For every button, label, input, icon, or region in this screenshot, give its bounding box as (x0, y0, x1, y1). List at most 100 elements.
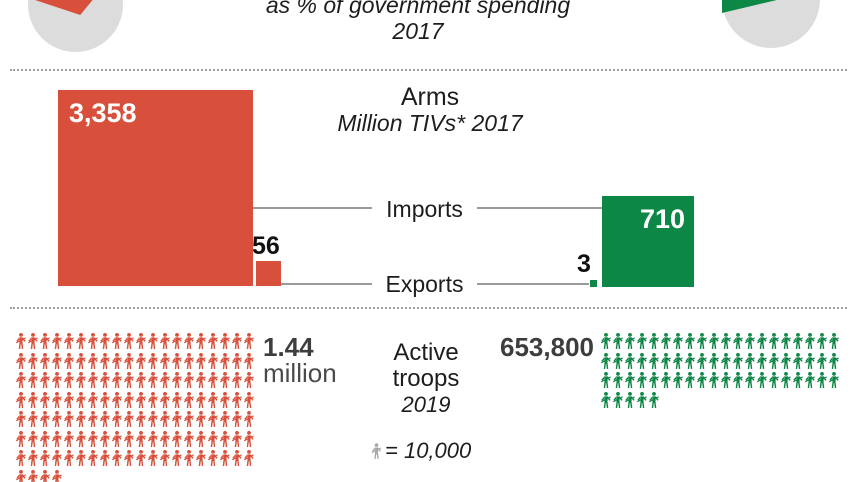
soldier-icon (243, 430, 255, 447)
soldier-icon (111, 430, 123, 447)
soldier-icon (684, 372, 696, 389)
soldier-icon (672, 352, 684, 369)
soldier-icon (183, 411, 195, 428)
soldier-icon (51, 411, 63, 428)
soldier-icon (39, 352, 51, 369)
soldier-icon (99, 430, 111, 447)
soldier-icon (792, 372, 804, 389)
soldier-icon (123, 372, 135, 389)
red-imports-square: 3,358 (58, 90, 253, 286)
soldier-icon (243, 372, 255, 389)
legend-soldier-icon (371, 442, 382, 459)
soldier-icon (147, 352, 159, 369)
soldier-icon (612, 391, 624, 408)
soldier-icon (612, 372, 624, 389)
soldier-icon (600, 333, 612, 350)
soldier-icon (75, 352, 87, 369)
soldier-icon (27, 411, 39, 428)
soldier-icon (111, 411, 123, 428)
soldier-icon (75, 430, 87, 447)
soldier-icon (243, 352, 255, 369)
soldier-icon (147, 333, 159, 350)
soldier-icon (63, 372, 75, 389)
soldier-icon (15, 469, 27, 482)
soldier-icon (219, 450, 231, 467)
soldier-icon (231, 333, 243, 350)
soldier-icon (15, 391, 27, 408)
soldier-icon (123, 430, 135, 447)
soldier-icon (183, 352, 195, 369)
soldier-icon (39, 372, 51, 389)
exports-label: Exports (385, 271, 464, 297)
soldier-icon (135, 372, 147, 389)
soldier-icon (636, 372, 648, 389)
soldier-icon (87, 450, 99, 467)
soldier-icon (708, 333, 720, 350)
soldier-icon (111, 333, 123, 350)
soldier-icon (75, 450, 87, 467)
soldier-icon (732, 372, 744, 389)
soldier-icon (99, 411, 111, 428)
soldier-icon (816, 372, 828, 389)
soldier-icon (756, 372, 768, 389)
soldier-icon (51, 430, 63, 447)
green-exports-value: 3 (577, 250, 591, 278)
soldier-icon (27, 391, 39, 408)
soldier-icon (15, 333, 27, 350)
soldier-icon (636, 391, 648, 408)
soldier-icon (195, 333, 207, 350)
troops-title-line1: Active (393, 339, 459, 366)
imports-connector-left (253, 207, 372, 209)
soldier-icon (768, 352, 780, 369)
soldier-icon (744, 372, 756, 389)
soldier-icon (87, 391, 99, 408)
soldier-icon (648, 372, 660, 389)
red-exports-value: 56 (252, 232, 280, 260)
soldier-icon (99, 352, 111, 369)
soldier-icon (15, 411, 27, 428)
soldier-icon (219, 372, 231, 389)
soldier-icon (744, 352, 756, 369)
soldier-icon (135, 333, 147, 350)
arms-title: Arms (400, 83, 460, 111)
exports-connector-left (281, 283, 372, 285)
soldier-icon (195, 352, 207, 369)
soldier-icon (696, 352, 708, 369)
soldier-icon (231, 450, 243, 467)
soldier-icon (123, 411, 135, 428)
soldier-icon (624, 333, 636, 350)
soldier-icon (768, 372, 780, 389)
soldier-icon (135, 411, 147, 428)
soldier-icon (624, 391, 636, 408)
soldier-icon (207, 411, 219, 428)
soldier-icon (756, 352, 768, 369)
soldier-icon (195, 391, 207, 408)
soldier-icon (780, 333, 792, 350)
soldier-icon (828, 352, 840, 369)
imports-label: Imports (386, 196, 463, 222)
soldier-icon (696, 372, 708, 389)
red-troops-value: 1.44 million (263, 334, 383, 386)
soldier-icon (147, 411, 159, 428)
soldier-icon (219, 333, 231, 350)
soldier-icon (159, 391, 171, 408)
soldier-icon (51, 352, 63, 369)
soldier-icon (75, 333, 87, 350)
soldier-icon (231, 372, 243, 389)
soldier-icon (159, 411, 171, 428)
soldier-icon (720, 372, 732, 389)
soldier-icon (135, 391, 147, 408)
soldier-icon (87, 352, 99, 369)
soldier-icon (243, 450, 255, 467)
red-troops-unit-word: million (263, 358, 337, 388)
green-exports-square (590, 280, 597, 287)
red-troops-number: 1.44 (263, 332, 314, 362)
soldier-icon (660, 372, 672, 389)
soldier-icon (792, 352, 804, 369)
soldier-icon (219, 430, 231, 447)
soldier-icon (135, 450, 147, 467)
soldier-icon (39, 391, 51, 408)
soldier-icon (816, 352, 828, 369)
troops-legend-text: = 10,000 (385, 438, 472, 463)
